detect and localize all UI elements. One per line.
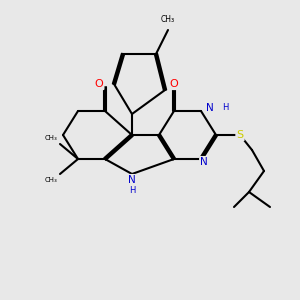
Text: H: H [129,186,135,195]
Text: N: N [206,103,214,113]
Text: H: H [222,103,228,112]
Text: CH₃: CH₃ [44,177,57,183]
Text: N: N [128,175,136,185]
Text: S: S [236,130,244,140]
Text: CH₃: CH₃ [161,15,175,24]
Text: N: N [200,157,208,167]
Text: O: O [94,79,103,89]
Text: O: O [169,79,178,89]
Text: CH₃: CH₃ [44,135,57,141]
